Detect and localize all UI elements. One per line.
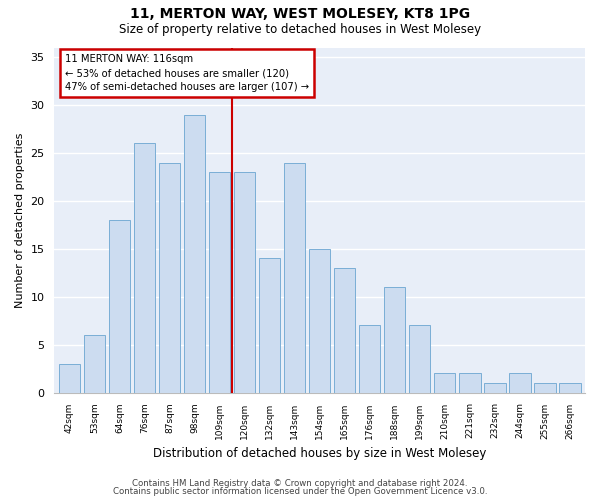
- X-axis label: Distribution of detached houses by size in West Molesey: Distribution of detached houses by size …: [153, 447, 487, 460]
- Bar: [159, 162, 180, 392]
- Bar: [535, 383, 556, 392]
- Bar: [334, 268, 355, 392]
- Bar: [84, 335, 105, 392]
- Bar: [234, 172, 255, 392]
- Bar: [409, 326, 430, 392]
- Bar: [184, 114, 205, 392]
- Bar: [134, 144, 155, 392]
- Text: Contains HM Land Registry data © Crown copyright and database right 2024.: Contains HM Land Registry data © Crown c…: [132, 478, 468, 488]
- Bar: [484, 383, 506, 392]
- Text: Size of property relative to detached houses in West Molesey: Size of property relative to detached ho…: [119, 22, 481, 36]
- Bar: [384, 287, 406, 393]
- Bar: [209, 172, 230, 392]
- Text: 11, MERTON WAY, WEST MOLESEY, KT8 1PG: 11, MERTON WAY, WEST MOLESEY, KT8 1PG: [130, 8, 470, 22]
- Bar: [284, 162, 305, 392]
- Y-axis label: Number of detached properties: Number of detached properties: [15, 132, 25, 308]
- Bar: [559, 383, 581, 392]
- Bar: [59, 364, 80, 392]
- Bar: [459, 374, 481, 392]
- Text: 11 MERTON WAY: 116sqm
← 53% of detached houses are smaller (120)
47% of semi-det: 11 MERTON WAY: 116sqm ← 53% of detached …: [65, 54, 309, 92]
- Bar: [309, 249, 331, 392]
- Bar: [259, 258, 280, 392]
- Bar: [434, 374, 455, 392]
- Text: Contains public sector information licensed under the Open Government Licence v3: Contains public sector information licen…: [113, 487, 487, 496]
- Bar: [109, 220, 130, 392]
- Bar: [509, 374, 530, 392]
- Bar: [359, 326, 380, 392]
